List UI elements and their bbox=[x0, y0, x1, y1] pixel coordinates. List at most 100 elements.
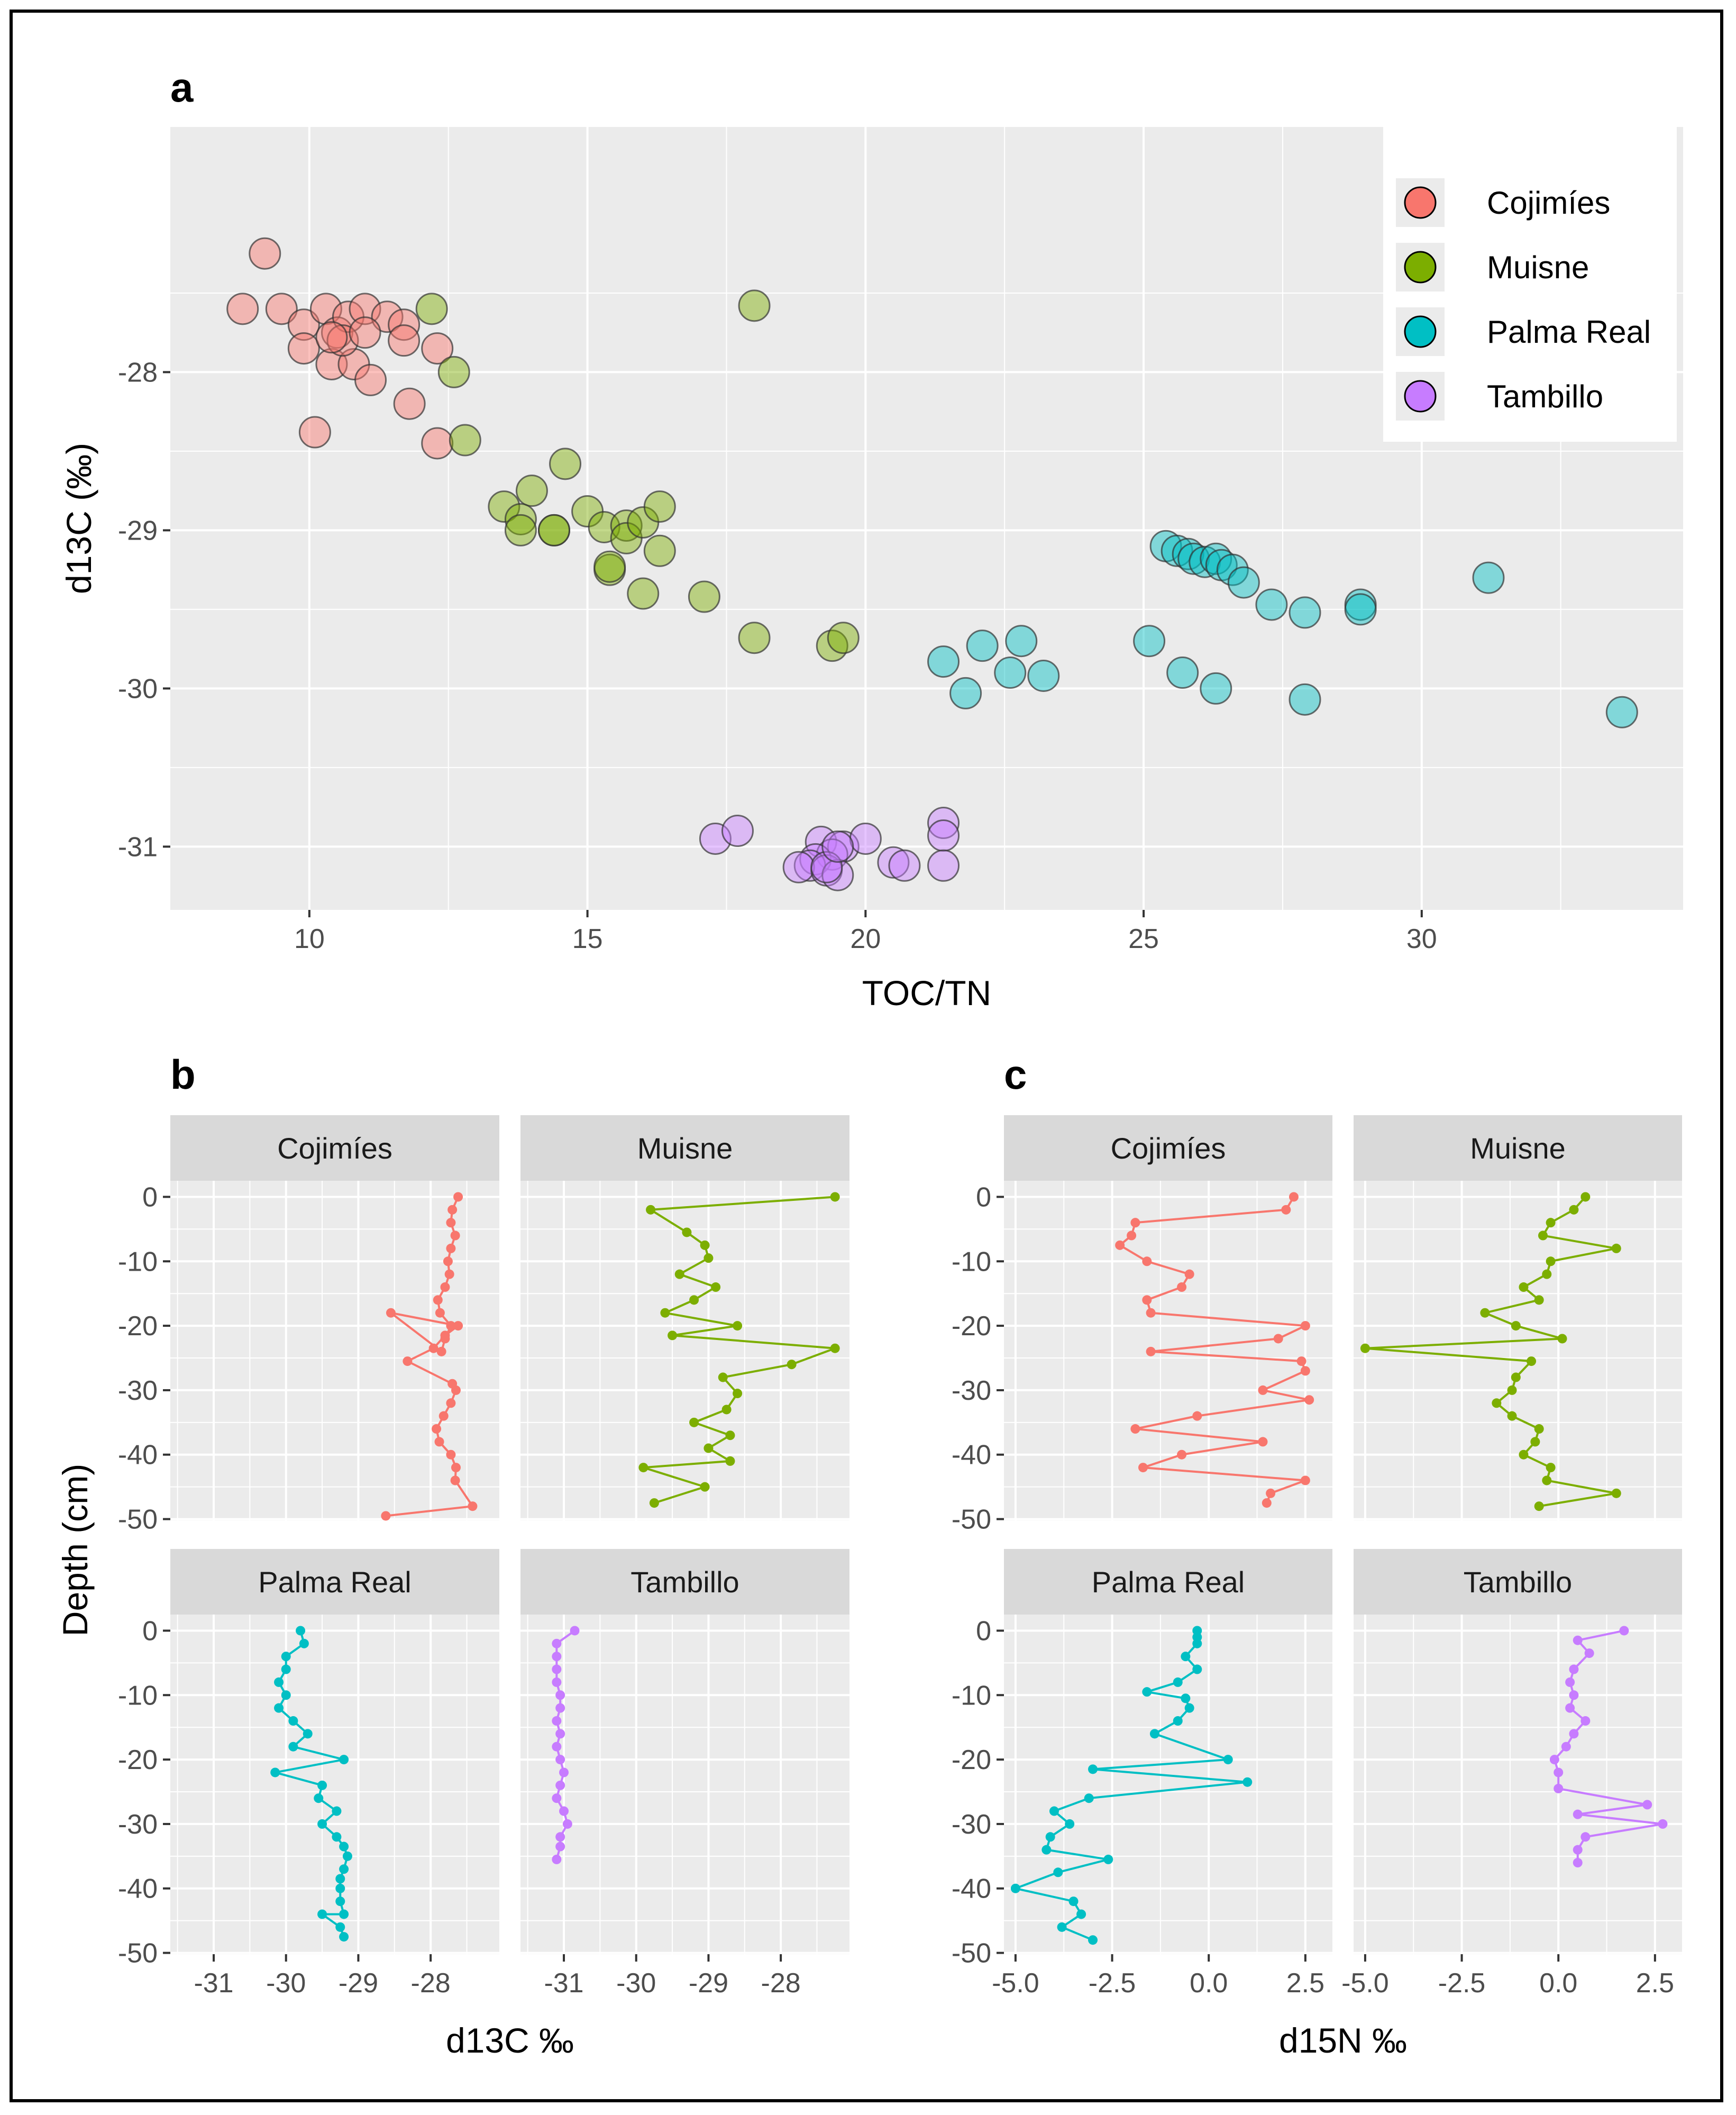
x-tick-label: -2.5 bbox=[1438, 1968, 1486, 1999]
facet-strip-label: Tambillo bbox=[631, 1565, 739, 1599]
data-point-palma-real bbox=[1192, 1664, 1202, 1674]
data-point-muisne bbox=[649, 1498, 659, 1508]
data-point-muisne bbox=[1569, 1205, 1579, 1215]
data-point-muisne bbox=[1538, 1230, 1548, 1241]
facet-b-tambillo: Tambillo -31 -30 -29 -28 bbox=[520, 1549, 849, 1999]
data-point-tambillo bbox=[555, 1841, 565, 1852]
data-point-muisne bbox=[1580, 1192, 1591, 1202]
figure-frame bbox=[10, 10, 1723, 2102]
data-point-palma-real bbox=[314, 1793, 324, 1803]
point-muisne bbox=[504, 503, 537, 535]
point-palma-real bbox=[1161, 534, 1193, 567]
point-cojim-es bbox=[421, 332, 454, 365]
data-point-tambillo bbox=[1569, 1690, 1579, 1700]
data-point-cojim-es bbox=[1115, 1240, 1125, 1250]
point-muisne bbox=[449, 424, 481, 457]
data-point-tambillo bbox=[555, 1729, 565, 1739]
data-point-cojim-es bbox=[453, 1321, 463, 1331]
x-tick-label: 25 bbox=[1128, 924, 1159, 954]
data-point-tambillo bbox=[1573, 1809, 1583, 1819]
facet-strip-label: Cojimíes bbox=[1111, 1132, 1226, 1165]
data-point-muisne bbox=[1507, 1411, 1517, 1421]
data-point-cojim-es bbox=[1304, 1395, 1314, 1405]
y-tick-label: -10 bbox=[952, 1680, 991, 1711]
data-point-palma-real bbox=[335, 1874, 345, 1884]
point-cojim-es bbox=[354, 363, 387, 396]
data-point-tambillo bbox=[1554, 1783, 1564, 1793]
point-muisne bbox=[549, 448, 582, 480]
data-point-palma-real bbox=[317, 1780, 327, 1790]
data-point-tambillo bbox=[555, 1703, 565, 1713]
data-point-palma-real bbox=[1181, 1652, 1191, 1662]
data-point-cojim-es bbox=[444, 1269, 454, 1279]
data-point-tambillo bbox=[552, 1664, 562, 1674]
y-tick-label: 0 bbox=[976, 1616, 991, 1646]
data-point-cojim-es bbox=[1266, 1488, 1276, 1498]
data-point-muisne bbox=[1534, 1501, 1544, 1511]
data-point-cojim-es bbox=[1289, 1192, 1299, 1202]
y-tick-label: -29 bbox=[118, 515, 158, 546]
data-point-palma-real bbox=[1173, 1716, 1183, 1726]
point-cojim-es bbox=[315, 348, 348, 380]
point-palma-real bbox=[1200, 542, 1232, 575]
y-tick-label: -50 bbox=[118, 1938, 158, 1969]
data-point-muisne bbox=[689, 1417, 699, 1427]
data-point-palma-real bbox=[317, 1909, 327, 1919]
data-point-tambillo bbox=[1584, 1648, 1594, 1658]
point-tambillo bbox=[877, 846, 910, 879]
x-tick-label: 2.5 bbox=[1286, 1968, 1324, 1999]
panel-label-a: a bbox=[170, 64, 194, 111]
data-point-palma-real bbox=[342, 1851, 352, 1861]
legend-label-tambillo: Tambillo bbox=[1487, 379, 1603, 414]
point-cojim-es bbox=[393, 387, 426, 420]
legend-label-palma-real: Palma Real bbox=[1487, 314, 1651, 350]
data-point-cojim-es bbox=[438, 1411, 449, 1421]
facet-c-muisne: Muisne bbox=[1354, 1115, 1682, 1520]
data-point-cojim-es bbox=[381, 1511, 391, 1521]
data-point-cojim-es bbox=[1184, 1269, 1194, 1279]
data-point-muisne bbox=[1534, 1424, 1544, 1434]
data-point-tambillo bbox=[1569, 1664, 1579, 1674]
legend-key-palma-real bbox=[1404, 315, 1437, 348]
data-point-palma-real bbox=[270, 1767, 280, 1777]
data-point-cojim-es bbox=[1142, 1295, 1152, 1305]
point-cojim-es bbox=[287, 308, 320, 341]
data-point-tambillo bbox=[555, 1780, 565, 1790]
y-tick-label: 0 bbox=[976, 1182, 991, 1213]
data-point-tambillo bbox=[570, 1626, 580, 1636]
data-point-tambillo bbox=[1569, 1729, 1579, 1739]
y-tick-label: -50 bbox=[952, 1938, 991, 1969]
data-point-muisne bbox=[1480, 1308, 1490, 1318]
data-point-tambillo bbox=[1554, 1767, 1564, 1777]
x-axis-title: TOC/TN bbox=[862, 973, 991, 1013]
data-point-palma-real bbox=[281, 1664, 291, 1674]
data-point-palma-real bbox=[339, 1909, 349, 1919]
legend-key-muisne bbox=[1404, 251, 1437, 284]
y-tick-label: -30 bbox=[118, 1809, 158, 1840]
data-point-palma-real bbox=[1142, 1687, 1152, 1697]
facet-strip bbox=[1354, 1549, 1682, 1615]
data-point-tambillo bbox=[552, 1677, 562, 1687]
data-point-muisne bbox=[733, 1389, 743, 1399]
data-point-cojim-es bbox=[1296, 1356, 1306, 1366]
y-axis-title-depth: Depth (cm) bbox=[56, 1464, 95, 1636]
point-tambillo bbox=[821, 830, 854, 863]
data-point-muisne bbox=[1511, 1372, 1521, 1382]
data-point-cojim-es bbox=[1130, 1218, 1140, 1228]
point-palma-real bbox=[1133, 625, 1166, 658]
data-point-cojim-es bbox=[434, 1437, 444, 1447]
legend-label-cojim-es: Cojimíes bbox=[1487, 185, 1610, 221]
y-tick-label: 0 bbox=[142, 1616, 158, 1646]
point-palma-real bbox=[1255, 588, 1288, 621]
data-point-muisne bbox=[668, 1330, 678, 1341]
data-point-tambillo bbox=[552, 1854, 562, 1864]
data-point-muisne bbox=[830, 1192, 840, 1202]
facet-strip-label: Muisne bbox=[1470, 1132, 1566, 1165]
data-point-tambillo bbox=[559, 1767, 569, 1777]
point-muisne bbox=[738, 622, 771, 654]
data-point-muisne bbox=[682, 1227, 692, 1237]
facet-strip-label: Palma Real bbox=[1092, 1565, 1245, 1599]
x-tick-label: -29 bbox=[339, 1968, 378, 1999]
data-point-cojim-es bbox=[428, 1343, 438, 1353]
x-tick-label: 15 bbox=[572, 924, 603, 954]
